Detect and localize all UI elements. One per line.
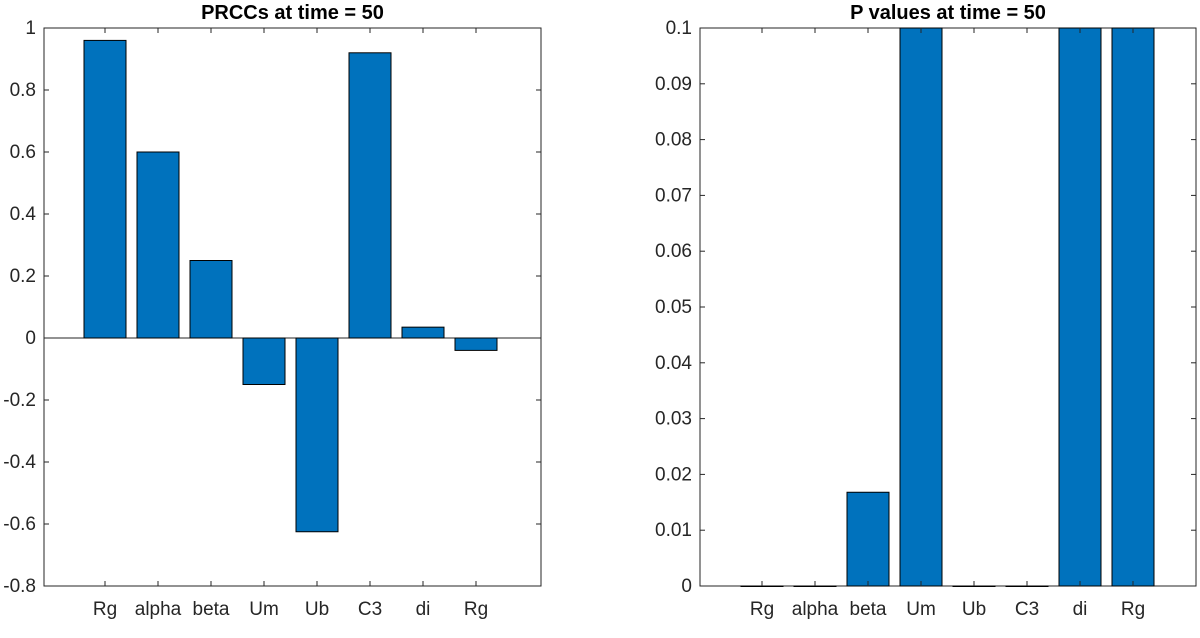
bar-7 [454, 337, 498, 351]
x-tick-label: Ub [962, 599, 986, 620]
y-tick-label: 0.07 [655, 185, 692, 206]
y-tick-label: -0.8 [3, 576, 36, 597]
chart-title: P values at time = 50 [850, 2, 1046, 24]
y-tick-label: 0.6 [10, 142, 36, 163]
x-tick-label: Rg [464, 599, 488, 620]
bar-1 [136, 151, 180, 339]
y-tick-label: 0.01 [655, 520, 692, 541]
bar-6 [401, 326, 445, 339]
bar-4 [952, 585, 996, 587]
y-tick-label: 0.4 [10, 204, 37, 225]
bar-0 [83, 39, 127, 339]
y-tick-label: 0.1 [666, 18, 692, 39]
x-tick-label: di [416, 599, 431, 620]
x-tick-label: beta [193, 599, 230, 620]
x-tick-label: Rg [750, 599, 774, 620]
y-tick-label: 0.03 [655, 409, 692, 430]
y-tick-label: -0.6 [3, 514, 36, 535]
pvalue-chart: P values at time = 50 0 0.01 0.02 0.03 0.04 0… [655, 2, 1197, 620]
y-tick-label: 0.02 [655, 464, 692, 485]
y-tick-label: 0.08 [655, 130, 692, 151]
x-tick-label: C3 [358, 599, 382, 620]
bar-1 [793, 585, 837, 587]
bar-3 [899, 27, 943, 587]
x-tick-label: Um [906, 599, 936, 620]
chart-title: PRCCs at time = 50 [201, 2, 384, 24]
y-tick-label: 0.05 [655, 297, 692, 318]
y-tick-label: 0.04 [655, 353, 692, 374]
y-tick-label: 0.06 [655, 241, 692, 262]
bar-7 [1111, 27, 1155, 587]
y-tick-label: 0.09 [655, 74, 692, 95]
x-tick-label: C3 [1015, 599, 1039, 620]
bar-5 [1005, 585, 1049, 587]
axes-box [43, 27, 542, 587]
bar-3 [242, 337, 286, 385]
x-tick-label: Rg [93, 599, 117, 620]
bar-2 [189, 260, 233, 339]
y-tick-label: 0 [25, 328, 36, 349]
bar-0 [740, 585, 784, 587]
y-tick-label: 0.2 [10, 266, 36, 287]
bar-5 [348, 52, 392, 339]
bar-4 [295, 337, 339, 533]
x-tick-label: di [1073, 599, 1088, 620]
x-tick-label: Um [249, 599, 279, 620]
y-tick-label: -0.2 [3, 390, 36, 411]
x-tick-label: Rg [1121, 599, 1145, 620]
bar-2 [846, 491, 890, 587]
prcc-chart: PRCCs at time = 50 -0.8 -0.6 -0.4 -0.2 0 0.2 0… [3, 2, 542, 620]
y-tick-label: -0.4 [3, 452, 36, 473]
x-tick-label: alpha [135, 599, 182, 620]
y-tick-label: 0.8 [10, 80, 36, 101]
x-tick-label: beta [850, 599, 887, 620]
x-tick-label: Ub [305, 599, 329, 620]
y-tick-label: 0 [681, 576, 692, 597]
x-tick-label: alpha [792, 599, 839, 620]
bar-6 [1058, 27, 1102, 587]
y-tick-label: 1 [25, 18, 36, 39]
